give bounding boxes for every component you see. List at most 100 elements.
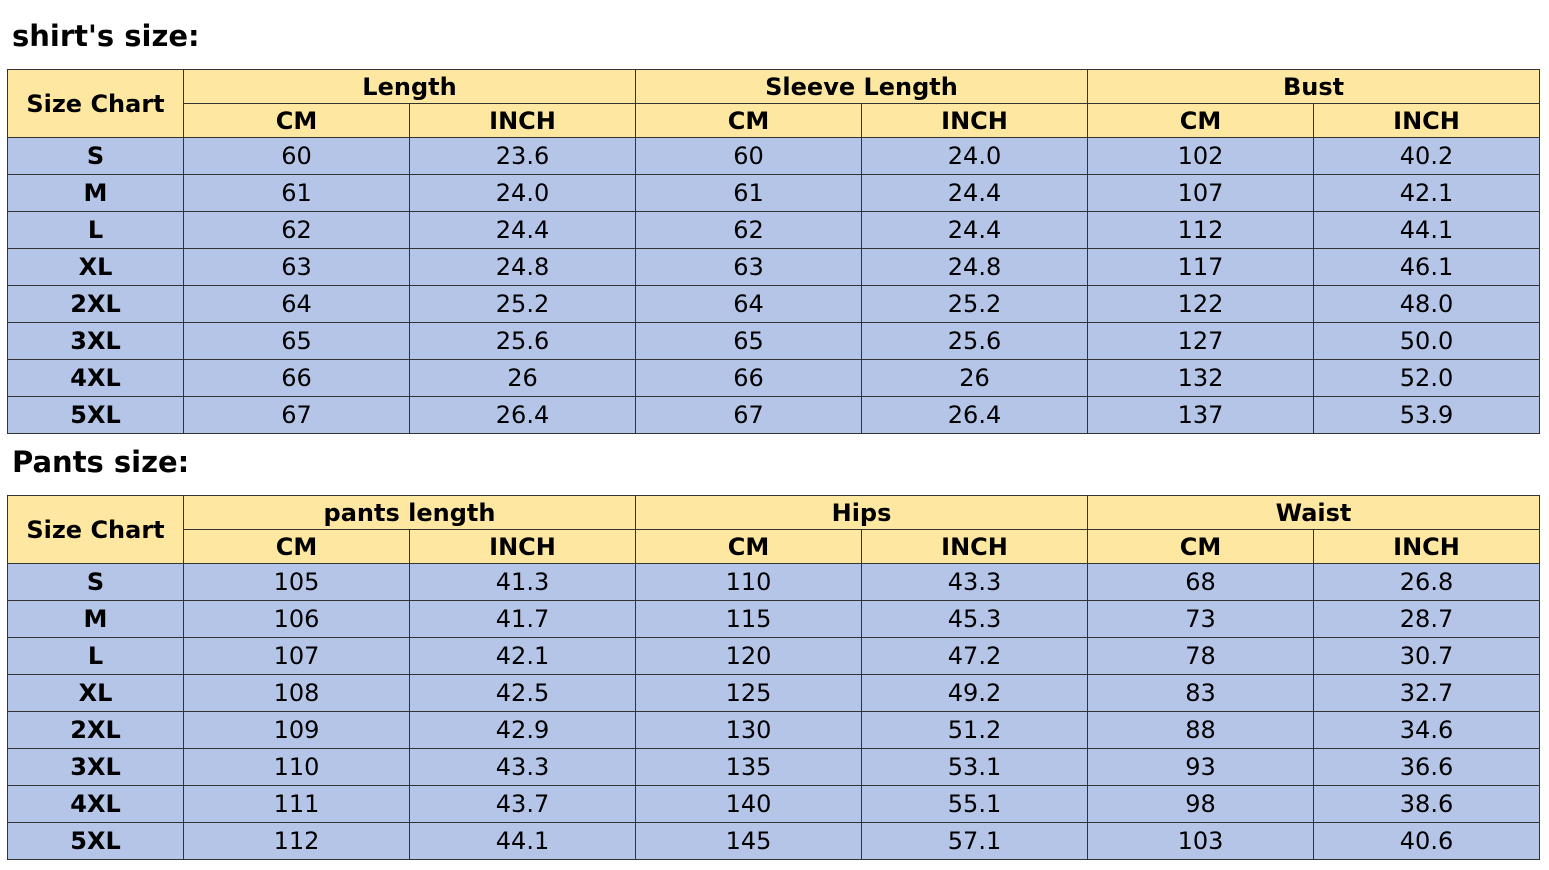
value-cell: 34.6 xyxy=(1312,711,1541,749)
value-cell: 51.2 xyxy=(861,711,1088,749)
value-cell: 125 xyxy=(635,674,862,712)
value-cell: 61 xyxy=(635,174,862,212)
data-row: XL 63 24.8 63 24.8 117 46.1 xyxy=(7,248,1541,286)
value-cell: 88 xyxy=(1087,711,1314,749)
value-cell: 63 xyxy=(183,248,410,286)
unit-header: INCH xyxy=(1312,529,1541,564)
data-row: S 60 23.6 60 24.0 102 40.2 xyxy=(7,137,1541,175)
value-cell: 36.6 xyxy=(1312,748,1541,786)
value-cell: 23.6 xyxy=(409,137,636,175)
value-cell: 30.7 xyxy=(1312,637,1541,675)
size-cell: L xyxy=(7,637,184,675)
data-row: S 105 41.3 110 43.3 68 26.8 xyxy=(7,563,1541,601)
data-row: 5XL 67 26.4 67 26.4 137 53.9 xyxy=(7,396,1541,434)
value-cell: 53.9 xyxy=(1312,396,1541,434)
value-cell: 25.2 xyxy=(861,285,1088,323)
value-cell: 25.6 xyxy=(409,322,636,360)
size-cell: M xyxy=(7,174,184,212)
unit-header: CM xyxy=(183,103,410,138)
size-cell: 2XL xyxy=(7,285,184,323)
header-row: Size Chart pants length Hips Waist xyxy=(7,495,1541,564)
data-row: 3XL 65 25.6 65 25.6 127 50.0 xyxy=(7,322,1541,360)
value-cell: 63 xyxy=(635,248,862,286)
value-cell: 25.2 xyxy=(409,285,636,323)
size-cell: 5XL xyxy=(7,822,184,860)
value-cell: 122 xyxy=(1087,285,1314,323)
unit-header: INCH xyxy=(409,529,636,564)
value-cell: 46.1 xyxy=(1312,248,1541,286)
header-row: CM INCH CM INCH CM INCH xyxy=(8,529,1541,564)
value-cell: 48.0 xyxy=(1312,285,1541,323)
value-cell: 62 xyxy=(635,211,862,249)
value-cell: 65 xyxy=(635,322,862,360)
value-cell: 42.5 xyxy=(409,674,636,712)
value-cell: 24.4 xyxy=(861,174,1088,212)
group-header: Length xyxy=(183,69,636,104)
value-cell: 78 xyxy=(1087,637,1314,675)
value-cell: 108 xyxy=(183,674,410,712)
unit-header: CM xyxy=(1087,103,1314,138)
size-cell: S xyxy=(7,137,184,175)
value-cell: 42.1 xyxy=(1312,174,1541,212)
value-cell: 112 xyxy=(183,822,410,860)
value-cell: 73 xyxy=(1087,600,1314,638)
unit-header: CM xyxy=(1087,529,1314,564)
value-cell: 50.0 xyxy=(1312,322,1541,360)
data-row: M 106 41.7 115 45.3 73 28.7 xyxy=(7,600,1541,638)
value-cell: 117 xyxy=(1087,248,1314,286)
value-cell: 110 xyxy=(183,748,410,786)
value-cell: 93 xyxy=(1087,748,1314,786)
value-cell: 109 xyxy=(183,711,410,749)
size-cell: S xyxy=(7,563,184,601)
value-cell: 111 xyxy=(183,785,410,823)
value-cell: 103 xyxy=(1087,822,1314,860)
value-cell: 55.1 xyxy=(861,785,1088,823)
value-cell: 120 xyxy=(635,637,862,675)
size-table: Size Chart Length Sleeve Length Bust CM INCH C… xyxy=(7,69,1541,434)
value-cell: 107 xyxy=(1087,174,1314,212)
size-cell: 3XL xyxy=(7,322,184,360)
unit-header: INCH xyxy=(1312,103,1541,138)
size-cell: 3XL xyxy=(7,748,184,786)
unit-header: INCH xyxy=(409,103,636,138)
value-cell: 32.7 xyxy=(1312,674,1541,712)
corner-cell: Size Chart xyxy=(7,495,184,564)
value-cell: 26.4 xyxy=(409,396,636,434)
group-header: Waist xyxy=(1086,495,1541,530)
value-cell: 62 xyxy=(183,211,410,249)
value-cell: 24.8 xyxy=(861,248,1088,286)
group-header: Sleeve Length xyxy=(635,69,1088,104)
value-cell: 110 xyxy=(635,563,862,601)
value-cell: 43.3 xyxy=(861,563,1088,601)
value-cell: 64 xyxy=(635,285,862,323)
value-cell: 67 xyxy=(183,396,410,434)
value-cell: 135 xyxy=(635,748,862,786)
value-cell: 24.8 xyxy=(409,248,636,286)
data-row: 2XL 64 25.2 64 25.2 122 48.0 xyxy=(7,285,1541,323)
value-cell: 112 xyxy=(1087,211,1314,249)
value-cell: 25.6 xyxy=(861,322,1088,360)
value-cell: 26 xyxy=(861,359,1088,397)
value-cell: 24.0 xyxy=(861,137,1088,175)
value-cell: 26 xyxy=(409,359,636,397)
value-cell: 130 xyxy=(635,711,862,749)
size-table: Size Chart pants length Hips Waist CM INCH CM I… xyxy=(7,495,1541,860)
group-header: pants length xyxy=(183,495,636,530)
value-cell: 43.7 xyxy=(409,785,636,823)
value-cell: 127 xyxy=(1087,322,1314,360)
value-cell: 42.9 xyxy=(409,711,636,749)
value-cell: 44.1 xyxy=(1312,211,1541,249)
value-cell: 98 xyxy=(1087,785,1314,823)
data-row: 2XL 109 42.9 130 51.2 88 34.6 xyxy=(7,711,1541,749)
value-cell: 61 xyxy=(183,174,410,212)
value-cell: 41.7 xyxy=(409,600,636,638)
data-row: 4XL 66 26 66 26 132 52.0 xyxy=(7,359,1541,397)
unit-header: CM xyxy=(183,529,410,564)
value-cell: 26.4 xyxy=(861,396,1088,434)
value-cell: 40.6 xyxy=(1312,822,1541,860)
header-row: CM INCH CM INCH CM INCH xyxy=(8,103,1541,138)
data-row: 5XL 112 44.1 145 57.1 103 40.6 xyxy=(7,822,1541,860)
value-cell: 137 xyxy=(1087,396,1314,434)
unit-header: CM xyxy=(635,103,862,138)
group-header: Bust xyxy=(1086,69,1541,104)
